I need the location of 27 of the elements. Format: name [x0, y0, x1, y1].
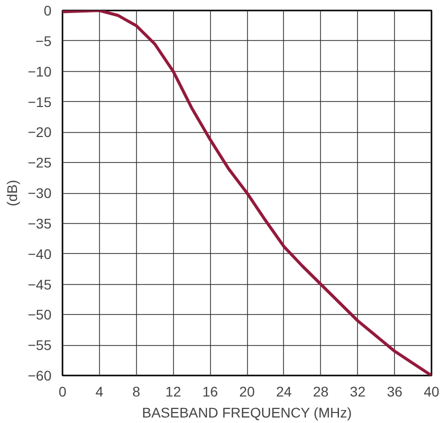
x-axis-title: BASEBAND FREQUENCY (MHz)	[142, 404, 352, 420]
y-tick-label: −25	[28, 154, 52, 171]
x-tick-label: 12	[165, 384, 182, 400]
x-tick-label: 36	[386, 384, 403, 400]
y-tick-label: −60	[28, 368, 52, 384]
x-tick-label: 24	[276, 384, 292, 400]
y-tick-label: −40	[28, 246, 52, 262]
y-tick-label: −20	[28, 124, 52, 140]
x-tick-label: 20	[239, 384, 255, 400]
y-tick-label: −15	[28, 94, 52, 110]
y-tick-label: −55	[28, 337, 52, 354]
x-tick-label: 28	[313, 384, 329, 400]
y-axis-title: (dB)	[4, 180, 20, 206]
x-tick-label: 40	[424, 384, 440, 400]
y-tick-label: −10	[28, 63, 52, 80]
x-tick-label: 8	[132, 384, 140, 400]
x-tick-label: 16	[202, 384, 218, 400]
y-tick-label: −30	[28, 185, 52, 201]
y-tick-label: −50	[28, 306, 52, 323]
x-tick-label: 32	[350, 384, 366, 400]
x-tick-label: 4	[96, 384, 104, 400]
y-tick-label: −35	[28, 215, 52, 232]
line-series	[62, 10, 432, 376]
y-tick-label: 0	[44, 2, 52, 18]
y-tick-label: −5	[36, 32, 52, 49]
x-tick-label: 0	[58, 384, 67, 400]
y-tick-label: −45	[28, 276, 52, 292]
